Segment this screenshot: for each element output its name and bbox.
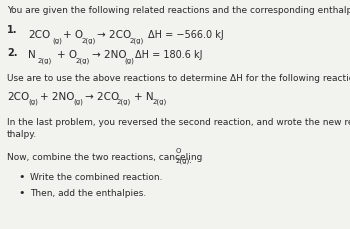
Text: → 2CO: → 2CO [97,30,131,40]
Text: 2.: 2. [7,48,18,58]
Text: + O: + O [57,50,77,60]
Text: → 2CO: → 2CO [85,92,119,101]
Text: 2(g): 2(g) [76,57,90,63]
Text: + O: + O [63,30,83,40]
Text: Then, add the enthalpies.: Then, add the enthalpies. [30,188,146,197]
Text: 2(g): 2(g) [117,98,131,105]
Text: •: • [18,187,24,197]
Text: 2(g).: 2(g). [176,157,193,164]
Text: → 2NO: → 2NO [92,50,127,60]
Text: (g): (g) [28,98,38,105]
Text: + 2NO: + 2NO [40,92,75,101]
Text: •: • [18,171,24,181]
Text: + N: + N [134,92,154,101]
Text: 2(g): 2(g) [153,98,167,105]
Text: (g): (g) [124,57,134,63]
Text: (g): (g) [52,37,62,43]
Text: You are given the following related reactions and the corresponding enthalpy cha: You are given the following related reac… [7,6,350,15]
Text: Write the combined reaction.: Write the combined reaction. [30,172,162,181]
Text: N: N [28,50,36,60]
Text: 1.: 1. [7,25,18,35]
Text: thalpy.: thalpy. [7,129,37,138]
Text: 2CO: 2CO [7,92,29,101]
Text: 2CO: 2CO [28,30,50,40]
Text: ΔH = −566.0 kJ: ΔH = −566.0 kJ [148,30,224,40]
Text: 2(g): 2(g) [82,37,96,43]
Text: ΔH = 180.6 kJ: ΔH = 180.6 kJ [135,50,203,60]
Text: In the last problem, you reversed the second reaction, and wrote the new reactio: In the last problem, you reversed the se… [7,117,350,126]
Text: 2(g): 2(g) [38,57,52,63]
Text: O: O [176,147,181,153]
Text: Use are to use the above reactions to determine ΔH for the following reaction.: Use are to use the above reactions to de… [7,74,350,83]
Text: 2(g): 2(g) [130,37,144,43]
Text: (g): (g) [73,98,83,105]
Text: Now, combine the two reactions, canceling: Now, combine the two reactions, cancelin… [7,152,202,161]
